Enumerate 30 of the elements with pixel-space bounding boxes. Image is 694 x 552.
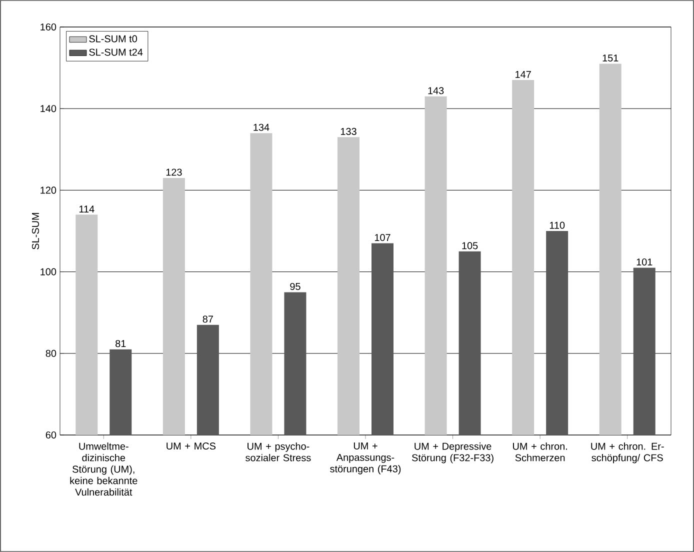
legend-label: SL-SUM t24: [89, 48, 143, 56]
legend-label: SL-SUM t0: [89, 35, 138, 42]
x-tick-label: UM + MCS: [166, 442, 216, 450]
data-label: 81: [116, 340, 126, 348]
y-tick-label: 80: [46, 350, 56, 357]
data-label: 143: [428, 87, 444, 94]
data-label: 95: [290, 282, 300, 290]
data-label: 101: [636, 258, 652, 266]
x-tick-label: UM + chron. Er-schöpfung/ CFS: [591, 442, 664, 464]
data-label: 114: [79, 206, 94, 212]
y-tick-label: 60: [46, 431, 56, 439]
x-tick-label: Umweltme-dizinische Störung (UM), keine bekannte Vulnerabilität: [70, 442, 138, 496]
data-label: 105: [462, 242, 478, 250]
x-tick-label: UM + Anpassungs-störungen (F43): [330, 442, 401, 474]
data-label: 134: [254, 124, 270, 131]
data-label: 133: [340, 128, 356, 135]
data-label: 110: [550, 222, 565, 229]
data-label: 87: [202, 316, 213, 323]
y-tick-label: 140: [40, 105, 56, 112]
data-label: 147: [516, 70, 531, 78]
data-label: 151: [602, 54, 618, 62]
y-tick-label: 100: [40, 268, 56, 276]
x-tick-label: UM + psycho-sozialer Stress: [246, 442, 311, 462]
data-label: 123: [166, 168, 182, 176]
data-label: 107: [374, 234, 390, 242]
y-tick-label: 120: [40, 186, 56, 194]
x-tick-label: UM + Depressive Störung (F32-F33): [412, 442, 494, 464]
y-tick-label: 160: [40, 23, 56, 31]
y-axis-title: SL-SUM: [32, 212, 40, 250]
x-tick-label: UM + chron. Schmerzen: [513, 442, 567, 462]
